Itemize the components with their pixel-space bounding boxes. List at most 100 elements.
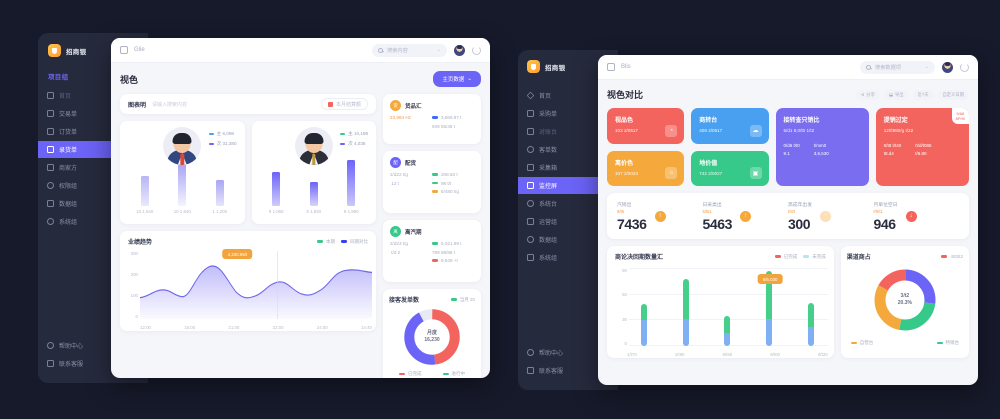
search-input[interactable]: 搜索数据项 ⌄ [860, 60, 935, 74]
sidebar-item-5[interactable]: 监控屏 [518, 177, 616, 194]
area-chart-title: 业绩趋势 [128, 240, 153, 246]
support-icon [47, 360, 54, 367]
custom-date-button[interactable]: 自定义日期 [937, 89, 969, 100]
mini-card-badge: 配 [390, 157, 401, 168]
tile-blue[interactable]: 商转台 408 2/0517 ☁ [691, 108, 769, 144]
stat-3[interactable]: 月单位空日 t/9/t1 946 ↓ [874, 201, 960, 232]
chevron-down-icon[interactable]: ⌄ [924, 64, 929, 70]
bar-chart-card[interactable]: 商论决回期数量汇 已完成 未完成 90 60 30 0 [607, 246, 834, 358]
left-topbar-right: 搜索内容 ⌄ [372, 43, 481, 57]
tile-title: 提销过定 [883, 118, 908, 124]
stat-label: 高成年出发 [788, 202, 812, 208]
refresh-icon[interactable] [960, 62, 969, 72]
donut-chart: 3/t2 20.3% [847, 263, 963, 337]
y-tick: 90 [622, 268, 627, 273]
sidebar-item-0[interactable]: 首页 [38, 87, 148, 104]
sidebar-item-label: 采购单 [539, 112, 558, 118]
donut-center-bottom: 16,230 [424, 337, 440, 343]
stacked-bar-1 [682, 278, 689, 346]
left-dashboard-window: 招商银 ⌄ 项目组 首页 交易单 ⌄ 订货单 [38, 33, 490, 383]
sidebar-item-label: 运营组 [539, 220, 558, 226]
chevron-down-icon[interactable]: ⌄ [436, 47, 441, 53]
mini-card-0[interactable]: 货 货品汇 23,984 Hz 3,665.97 t 949 55/46 t [383, 94, 481, 144]
stat-2[interactable]: 高成年出发 t/8/t 300 ↑ [788, 201, 874, 232]
settlement-pill[interactable]: 本月结算额 [320, 98, 368, 110]
sidebar-item-2[interactable]: 对账台 [518, 123, 618, 140]
tile-title: 地价值 [699, 160, 718, 167]
mini-card-header: 货 货品汇 [390, 100, 474, 111]
right-dashboard-window: 招商银 ⌄ 首页 采购单 ⌄ 对账台 [518, 50, 978, 390]
cloud-icon: ☁ [749, 124, 762, 137]
stat-value: 7436 [617, 215, 647, 232]
legend-label: 特销台 [945, 340, 960, 345]
sidebar-item-4[interactable]: 商家方 [38, 159, 148, 176]
right-panel-body: 视色对比 ⊲ 分享 ⬓ 导出 近7天 自定义日期 视品色 103 2/0517 [598, 80, 978, 366]
stat-sub: t/9/t1 [873, 208, 883, 214]
donut-center-top: 3/t2 [900, 293, 910, 300]
filter-strip-placeholder: 请输入搜索内容 [152, 101, 188, 108]
mini-row-label: 949 55/46 t [432, 123, 455, 129]
mini-card-2[interactable]: 离 离汽期 2/d23 t/g t/d 2 5,021.99 t [383, 220, 481, 282]
mini-card-1[interactable]: 配 配货 2/d22 t/g 12 t 208.83 t 9 [383, 151, 481, 213]
tiles-row: 视品色 103 2/0517 ◔ 离价色 107 2/0023 ⌂ 商转台 [607, 108, 969, 186]
stat-1[interactable]: 日采类出 5/t51 5463 ↑ [703, 201, 789, 232]
sidebar-item-label: 对账台 [539, 130, 558, 136]
sidebar-footer-item-0[interactable]: 帮助中心 [38, 337, 148, 354]
left-content-panel: Glie 搜索内容 ⌄ 视色 主页数据 ⌄ [111, 38, 490, 378]
range-7d-button[interactable]: 近7天 [912, 89, 934, 100]
sidebar-item-0[interactable]: 首页 [518, 87, 618, 104]
user-card-0[interactable]: 主 6,098 次 31,380 10 1,640 10 1,640 1 1,2… [120, 121, 245, 224]
bag-icon [47, 200, 54, 207]
tile-orange[interactable]: 离价色 107 2/0023 ⌂ [607, 150, 685, 186]
mini-card-title: 货品汇 [405, 103, 422, 110]
left-panel-body: 视色 主页数据 ⌄ 图表明 请输入搜索内容 本 [111, 63, 490, 378]
menu-icon[interactable] [607, 63, 615, 71]
area-chart-y-axis: 300 200 100 0 [124, 251, 138, 319]
x-tick: 1/t90 [674, 352, 685, 357]
donut-footer-legend: 已完成 进行中 [389, 371, 475, 377]
donut-center-bottom: 20.3% [897, 300, 912, 306]
clock-icon: ◔ [665, 124, 678, 137]
user-card-1[interactable]: 主 10,198 次 4,038 9 1,066 8 1,830 9 1,990 [251, 121, 376, 224]
filter-strip[interactable]: 图表明 请输入搜索内容 本月结算额 [120, 94, 376, 114]
avatar[interactable] [453, 43, 466, 57]
corner-badge: 9/68 8P/t0 [951, 108, 969, 125]
mini-card-title: 离汽期 [405, 229, 422, 236]
tile-purple[interactable]: 接转查只销比 5/d1 8,0/t0 1/t2 0/d6 t/t0 9.1 t/m… [775, 108, 869, 186]
sidebar-item-label: 帮助中心 [59, 344, 84, 350]
help-icon [47, 342, 54, 349]
download-icon: ⬓ [888, 91, 893, 97]
donut-card-left[interactable]: 接客发单数 当月 20 月度 [383, 289, 481, 378]
export-button[interactable]: ⬓ 导出 [883, 89, 909, 100]
tile-green[interactable]: 地价值 742 2/0027 ▣ [691, 150, 769, 186]
tile-kv-key: 0/d/t086 [915, 143, 932, 148]
legend-label: 次 4,038 [348, 141, 366, 146]
doc-icon [527, 110, 534, 117]
sidebar-item-2[interactable]: 订货单 [38, 123, 148, 140]
bag-icon [527, 218, 534, 225]
donut-card-right[interactable]: 渠道商占 4/t0/t2 3/t2 [840, 246, 969, 358]
stat-0[interactable]: 汽销出 9/t8 7436 ↑ [617, 201, 703, 232]
main-data-button[interactable]: 主页数据 ⌄ [433, 71, 481, 87]
search-input[interactable]: 搜索内容 ⌄ [372, 43, 447, 57]
tile-red[interactable]: 视品色 103 2/0517 ◔ [607, 108, 685, 144]
refresh-icon[interactable] [472, 45, 481, 55]
stat-value: 300 [788, 215, 811, 232]
lock-icon [47, 182, 54, 189]
sidebar-item-label: 交易单 [59, 112, 78, 118]
area-chart-card[interactable]: 业绩趋势 本期 同期对比 300 200 100 [120, 231, 376, 331]
tile-title: 商转台 [699, 118, 718, 124]
stacked-bar-0 [640, 303, 647, 346]
menu-icon[interactable] [120, 46, 128, 54]
area-chart-tooltip: 4,230.95/t [222, 249, 253, 259]
x-tick: 9/t00 [770, 352, 780, 357]
mini-row-label: 2/d22 t/g [390, 172, 408, 177]
avatar[interactable] [941, 60, 954, 74]
x-tick: 22:00 [272, 325, 284, 330]
sidebar-item-4[interactable]: 采集箱 [518, 159, 618, 176]
sidebar-footer-item-0[interactable]: 帮助中心 [518, 344, 618, 361]
share-button[interactable]: ⊲ 分享 [855, 89, 880, 100]
search-placeholder: 搜索数据项 [875, 64, 901, 71]
tile-red-tall[interactable]: 9/68 8P/t0 提销过定 12t/t980/g t/22 0/t8 t/t4… [875, 108, 969, 186]
stacked-bar-2 [724, 315, 731, 346]
